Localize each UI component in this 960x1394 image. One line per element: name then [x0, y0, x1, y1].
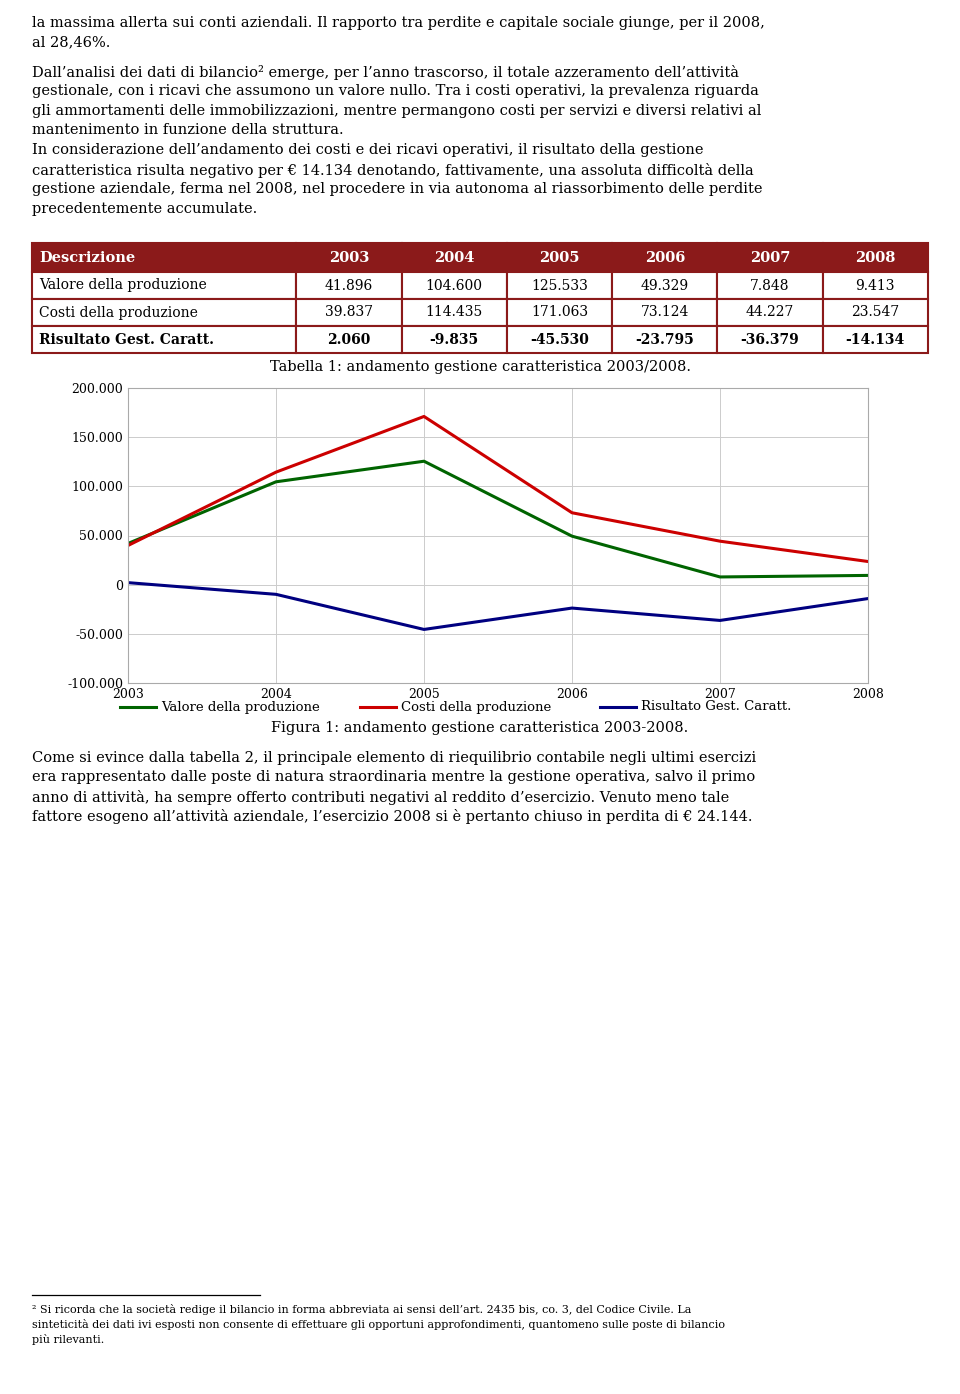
Bar [297, 326, 401, 353]
Text: ² Si ricorda che la società redige il bilancio in forma abbreviata ai sensi dell: ² Si ricorda che la società redige il bi… [32, 1303, 691, 1315]
Bar [401, 326, 507, 353]
Text: 125.533: 125.533 [531, 279, 588, 293]
Text: la massima allerta sui conti aziendali. Il rapporto tra perdite e capitale socia: la massima allerta sui conti aziendali. … [32, 15, 765, 31]
Text: caratteristica risulta negativo per € 14.134 denotando, fattivamente, una assolu: caratteristica risulta negativo per € 14… [32, 163, 754, 177]
Bar [32, 243, 297, 272]
Text: -23.795: -23.795 [636, 333, 694, 347]
Text: -36.379: -36.379 [741, 333, 800, 347]
Text: più rilevanti.: più rilevanti. [32, 1334, 105, 1345]
Bar [507, 298, 612, 326]
Text: 2.060: 2.060 [327, 333, 371, 347]
Text: Costi della produzione: Costi della produzione [39, 305, 198, 319]
Text: gestione aziendale, ferma nel 2008, nel procedere in via autonoma al riassorbime: gestione aziendale, ferma nel 2008, nel … [32, 183, 762, 197]
Text: Risultato Gest. Caratt.: Risultato Gest. Caratt. [641, 701, 792, 714]
Bar [612, 272, 717, 298]
Text: era rappresentato dalle poste di natura straordinaria mentre la gestione operati: era rappresentato dalle poste di natura … [32, 771, 756, 785]
Text: Descrizione: Descrizione [39, 251, 135, 265]
Bar [823, 243, 928, 272]
Bar [507, 272, 612, 298]
Bar [823, 298, 928, 326]
Bar [717, 326, 823, 353]
Text: 73.124: 73.124 [640, 305, 689, 319]
Bar [507, 243, 612, 272]
Bar [297, 243, 401, 272]
Text: 171.063: 171.063 [531, 305, 588, 319]
Bar [612, 326, 717, 353]
Text: -9.835: -9.835 [430, 333, 479, 347]
Text: 7.848: 7.848 [751, 279, 790, 293]
Bar [401, 298, 507, 326]
Text: -14.134: -14.134 [846, 333, 905, 347]
Text: 2007: 2007 [750, 251, 790, 265]
Text: Come si evince dalla tabella 2, il principale elemento di riequilibrio contabile: Come si evince dalla tabella 2, il princ… [32, 751, 756, 765]
Bar [823, 326, 928, 353]
Bar [717, 298, 823, 326]
Text: 2006: 2006 [644, 251, 685, 265]
Text: Risultato Gest. Caratt.: Risultato Gest. Caratt. [39, 333, 214, 347]
Bar [297, 272, 401, 298]
Text: Costi della produzione: Costi della produzione [401, 701, 552, 714]
Bar [32, 298, 297, 326]
Text: -45.530: -45.530 [530, 333, 588, 347]
Text: mantenimento in funzione della struttura.: mantenimento in funzione della struttura… [32, 124, 344, 138]
Text: 23.547: 23.547 [852, 305, 900, 319]
Bar [32, 326, 297, 353]
Bar [717, 243, 823, 272]
Text: 39.837: 39.837 [324, 305, 373, 319]
Text: Valore della produzione: Valore della produzione [39, 279, 206, 293]
Text: precedentemente accumulate.: precedentemente accumulate. [32, 202, 257, 216]
Text: 2005: 2005 [540, 251, 580, 265]
Text: sinteticità dei dati ivi esposti non consente di effettuare gli opportuni approf: sinteticità dei dati ivi esposti non con… [32, 1319, 725, 1330]
Text: anno di attività, ha sempre offerto contributi negativi al reddito d’esercizio. : anno di attività, ha sempre offerto cont… [32, 790, 730, 804]
Text: 9.413: 9.413 [855, 279, 895, 293]
Text: Figura 1: andamento gestione caratteristica 2003-2008.: Figura 1: andamento gestione caratterist… [272, 721, 688, 735]
Bar [297, 298, 401, 326]
Bar [401, 243, 507, 272]
Text: 2008: 2008 [855, 251, 896, 265]
Bar [823, 272, 928, 298]
Text: 2004: 2004 [434, 251, 474, 265]
Text: Valore della produzione: Valore della produzione [161, 701, 321, 714]
Text: 104.600: 104.600 [425, 279, 483, 293]
Text: 44.227: 44.227 [746, 305, 794, 319]
Text: 49.329: 49.329 [640, 279, 689, 293]
Text: al 28,46%.: al 28,46%. [32, 35, 110, 50]
Text: 2003: 2003 [328, 251, 370, 265]
Bar [32, 272, 297, 298]
Text: Tabella 1: andamento gestione caratteristica 2003/2008.: Tabella 1: andamento gestione caratteris… [270, 360, 690, 374]
Text: Dall’analisi dei dati di bilancio² emerge, per l’anno trascorso, il totale azzer: Dall’analisi dei dati di bilancio² emerg… [32, 66, 739, 79]
Bar [507, 326, 612, 353]
Text: In considerazione dell’andamento dei costi e dei ricavi operativi, il risultato : In considerazione dell’andamento dei cos… [32, 144, 704, 158]
Bar [612, 298, 717, 326]
Text: 41.896: 41.896 [324, 279, 373, 293]
Text: fattore esogeno all’attività aziendale, l’esercizio 2008 si è pertanto chiuso in: fattore esogeno all’attività aziendale, … [32, 810, 753, 824]
Bar [401, 272, 507, 298]
Bar [717, 272, 823, 298]
Bar [612, 243, 717, 272]
Text: gestionale, con i ricavi che assumono un valore nullo. Tra i costi operativi, la: gestionale, con i ricavi che assumono un… [32, 85, 758, 99]
Text: gli ammortamenti delle immobilizzazioni, mentre permangono costi per servizi e d: gli ammortamenti delle immobilizzazioni,… [32, 105, 761, 118]
Text: 114.435: 114.435 [425, 305, 483, 319]
